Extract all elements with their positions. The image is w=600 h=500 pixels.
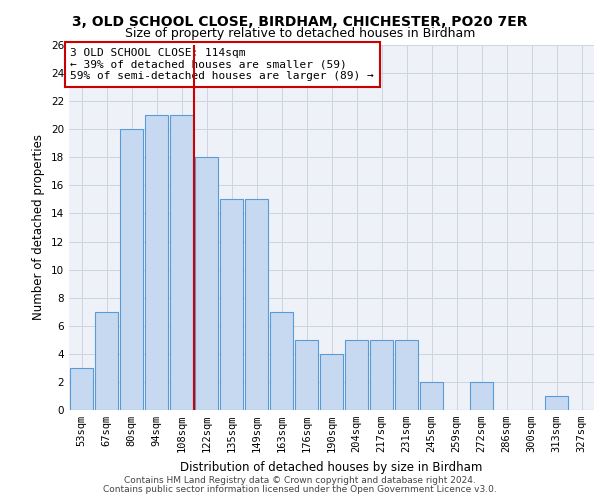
Text: 3, OLD SCHOOL CLOSE, BIRDHAM, CHICHESTER, PO20 7ER: 3, OLD SCHOOL CLOSE, BIRDHAM, CHICHESTER… — [72, 15, 528, 29]
X-axis label: Distribution of detached houses by size in Birdham: Distribution of detached houses by size … — [181, 460, 482, 473]
Text: Size of property relative to detached houses in Birdham: Size of property relative to detached ho… — [125, 28, 475, 40]
Bar — [194, 158, 218, 410]
Bar — [344, 340, 368, 410]
Bar — [145, 115, 169, 410]
Bar — [245, 200, 268, 410]
Bar — [70, 368, 94, 410]
Bar — [545, 396, 568, 410]
Bar — [95, 312, 118, 410]
Bar — [320, 354, 343, 410]
Bar — [395, 340, 418, 410]
Text: Contains public sector information licensed under the Open Government Licence v3: Contains public sector information licen… — [103, 485, 497, 494]
Bar — [119, 129, 143, 410]
Text: 3 OLD SCHOOL CLOSE: 114sqm
← 39% of detached houses are smaller (59)
59% of semi: 3 OLD SCHOOL CLOSE: 114sqm ← 39% of deta… — [70, 48, 374, 81]
Bar — [370, 340, 394, 410]
Y-axis label: Number of detached properties: Number of detached properties — [32, 134, 46, 320]
Bar — [269, 312, 293, 410]
Bar — [295, 340, 319, 410]
Bar — [170, 115, 193, 410]
Bar — [220, 200, 244, 410]
Bar — [419, 382, 443, 410]
Text: Contains HM Land Registry data © Crown copyright and database right 2024.: Contains HM Land Registry data © Crown c… — [124, 476, 476, 485]
Bar — [470, 382, 493, 410]
